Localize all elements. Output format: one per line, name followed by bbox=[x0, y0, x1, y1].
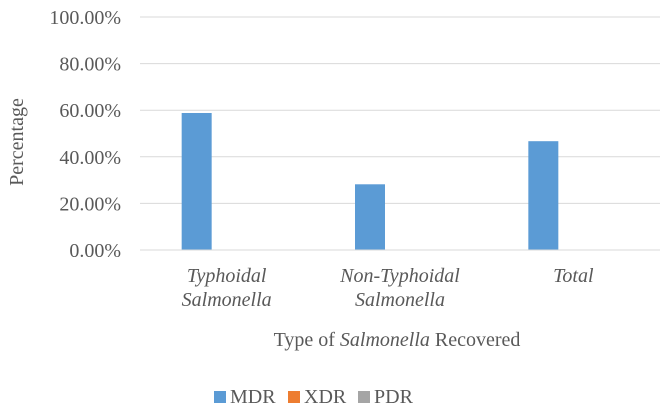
x-axis-title: Type of Salmonella Recovered bbox=[274, 329, 521, 351]
x-category-label-line: Total bbox=[553, 265, 594, 287]
y-axis-title: Percentage bbox=[6, 98, 28, 186]
y-tick-label: 20.00% bbox=[59, 193, 121, 215]
x-axis-title-italic: Salmonella bbox=[340, 329, 430, 351]
x-category-label: Total bbox=[553, 265, 594, 287]
x-category-label-line: Salmonella bbox=[355, 289, 445, 311]
x-category-label-line: Non-Typhoidal bbox=[339, 265, 460, 287]
y-tick-label: 40.00% bbox=[59, 147, 121, 169]
gridlines bbox=[140, 16, 660, 204]
legend-label-mdr: MDR bbox=[230, 386, 276, 408]
legend-label-xdr: XDR bbox=[304, 386, 347, 408]
bar-mdr bbox=[181, 112, 212, 250]
x-axis-title-suffix: Recovered bbox=[430, 329, 521, 351]
y-tick-label: 60.00% bbox=[59, 100, 121, 122]
y-axis-tick-labels: 0.00% 20.00% 40.00% 60.00% 80.00% 100.00% bbox=[49, 7, 121, 262]
y-tick-label: 0.00% bbox=[69, 240, 121, 262]
y-tick-label: 80.00% bbox=[59, 54, 121, 76]
x-category-label-line: Typhoidal bbox=[187, 265, 267, 287]
legend-swatch-pdr bbox=[358, 391, 370, 403]
legend-swatch-mdr bbox=[214, 391, 226, 403]
bar-mdr bbox=[528, 141, 559, 250]
x-axis-title-prefix: Type of bbox=[274, 329, 340, 351]
x-category-label: Typhoidal Salmonella bbox=[182, 265, 272, 311]
legend: MDR XDR PDR bbox=[214, 386, 414, 408]
legend-label-pdr: PDR bbox=[374, 386, 414, 408]
legend-swatch-xdr bbox=[288, 391, 300, 403]
bar-mdr bbox=[355, 184, 385, 250]
x-category-label-line: Salmonella bbox=[182, 289, 272, 311]
bars bbox=[181, 112, 559, 250]
y-tick-label: 100.00% bbox=[49, 7, 121, 29]
x-category-label: Non-Typhoidal Salmonella bbox=[339, 265, 460, 311]
